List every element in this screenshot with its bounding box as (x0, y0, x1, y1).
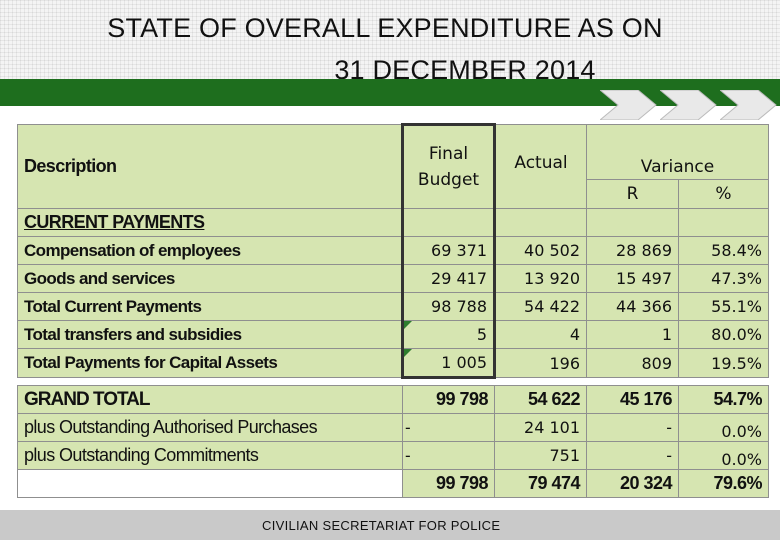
row-final-budget: - (402, 413, 495, 442)
row-variance-pct: 80.0% (678, 320, 769, 349)
section-label: CURRENT PAYMENTS (17, 208, 403, 237)
row-final-budget: 98 788 (401, 292, 496, 321)
final-total-variance-r: 20 324 (586, 469, 679, 498)
actual-header: Actual (494, 124, 587, 209)
spacer-cell (586, 377, 679, 386)
table-cell (586, 208, 679, 237)
row-actual: 196 (494, 348, 587, 378)
row-variance-r: 15 497 (586, 264, 679, 293)
header-row: Description Final Budget Actual Variance (17, 123, 769, 209)
description-header: Description (17, 124, 403, 209)
variance-r-header: R (586, 179, 679, 209)
row-variance-r: 28 869 (586, 236, 679, 265)
final-total-variance-pct: 79.6% (678, 469, 769, 498)
title-area (0, 0, 780, 80)
final-budget-header-line-2: Budget (417, 170, 480, 190)
row-label: Total Payments for Capital Assets (17, 348, 403, 378)
table-cell (17, 469, 403, 498)
table-row: Total transfers and subsidies 5 4 1 80.0… (17, 320, 769, 349)
row-actual: 751 (494, 441, 587, 470)
chevron-right-icon (720, 90, 777, 120)
table-cell (494, 208, 587, 237)
final-budget-header-line-1: Final (428, 144, 469, 164)
row-variance-r: 1 (586, 320, 679, 349)
row-final-budget-value: 5 (476, 325, 487, 344)
title-line-1: STATE OF OVERALL EXPENDITURE AS ON (107, 13, 663, 43)
variance-header: Variance (586, 124, 769, 180)
row-variance-pct: 0.0% (678, 441, 769, 470)
spacer-cell (678, 377, 769, 386)
error-marker-icon (405, 321, 412, 329)
variance-pct-header: % (678, 179, 769, 209)
row-variance-r: - (586, 413, 679, 442)
error-marker-icon (405, 349, 412, 357)
row-label: plus Outstanding Authorised Purchases (17, 413, 403, 442)
final-total-actual: 79 474 (494, 469, 587, 498)
final-total-final-budget: 99 798 (402, 469, 495, 498)
row-actual: 54 422 (494, 292, 587, 321)
table-row: Total Payments for Capital Assets 1 005 … (17, 348, 769, 379)
row-label: Total Current Payments (17, 292, 403, 321)
row-final-budget: 69 371 (401, 236, 496, 265)
table-row: plus Outstanding Commitments - 751 - 0.0… (17, 441, 769, 470)
row-actual: 13 920 (494, 264, 587, 293)
header-subrow: R % (18, 179, 769, 209)
spacer-cell (494, 377, 587, 386)
row-variance-pct: 47.3% (678, 264, 769, 293)
row-actual: 24 101 (494, 413, 587, 442)
grand-total-row: GRAND TOTAL 99 798 54 622 45 176 54.7% (17, 385, 769, 414)
grand-total-actual: 54 622 (494, 385, 587, 414)
row-variance-pct: 0.0% (678, 413, 769, 442)
final-total-row: 99 798 79 474 20 324 79.6% (17, 469, 769, 498)
row-final-budget-value: 1 005 (441, 353, 487, 372)
grand-total-label: GRAND TOTAL (17, 385, 403, 414)
row-variance-pct: 19.5% (678, 348, 769, 378)
row-label: Compensation of employees (17, 236, 403, 265)
footer-bar: CIVILIAN SECRETARIAT FOR POLICE (0, 510, 780, 540)
table-row: Compensation of employees 69 371 40 502 … (17, 236, 769, 265)
expenditure-table: Description Final Budget Actual Variance… (17, 123, 769, 498)
row-variance-pct: 58.4% (678, 236, 769, 265)
spacer-row (17, 377, 769, 386)
chevron-right-icon (660, 90, 717, 120)
grand-total-variance-r: 45 176 (586, 385, 679, 414)
table-row: Goods and services 29 417 13 920 15 497 … (17, 264, 769, 293)
row-final-budget: 29 417 (401, 264, 496, 293)
row-variance-r: 809 (586, 348, 679, 378)
final-budget-header: Final Budget (401, 123, 496, 209)
row-actual: 40 502 (494, 236, 587, 265)
row-label: Goods and services (17, 264, 403, 293)
row-variance-r: - (586, 441, 679, 470)
row-final-budget: 1 005 (401, 348, 496, 379)
table-row: Total Current Payments 98 788 54 422 44 … (17, 292, 769, 321)
row-final-budget: 5 (401, 320, 496, 349)
row-label: Total transfers and subsidies (17, 320, 403, 349)
table-row: plus Outstanding Authorised Purchases - … (17, 413, 769, 442)
row-variance-pct: 55.1% (678, 292, 769, 321)
row-actual: 4 (494, 320, 587, 349)
footer-text: CIVILIAN SECRETARIAT FOR POLICE (262, 518, 501, 533)
table-cell (401, 208, 496, 237)
spacer-cell (402, 377, 495, 386)
section-row: CURRENT PAYMENTS (17, 208, 769, 237)
grand-total-variance-pct: 54.7% (678, 385, 769, 414)
grand-total-final-budget: 99 798 (402, 385, 495, 414)
table-cell (678, 208, 769, 237)
chevron-right-icon (600, 90, 657, 120)
row-final-budget: - (402, 441, 495, 470)
spacer-cell (17, 377, 403, 386)
row-label: plus Outstanding Commitments (17, 441, 403, 470)
row-variance-r: 44 366 (586, 292, 679, 321)
